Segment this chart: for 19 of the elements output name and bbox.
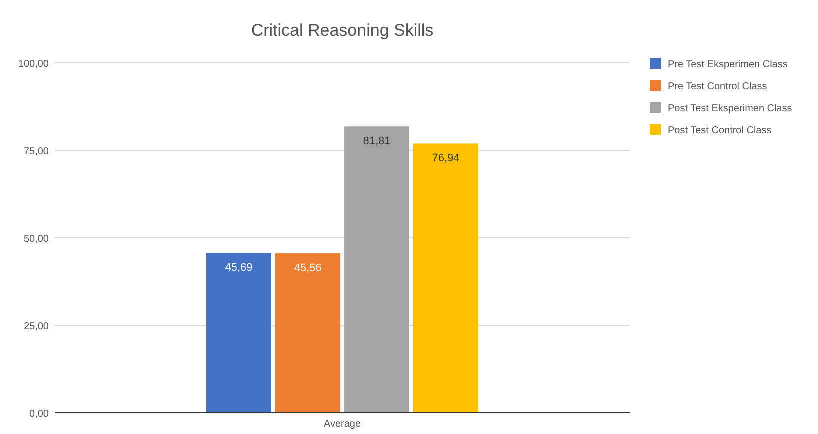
y-tick-label: 100,00 bbox=[18, 59, 50, 70]
legend-label: Post Test Eksperimen Class bbox=[668, 104, 792, 114]
bar bbox=[206, 253, 272, 413]
bar bbox=[414, 144, 478, 413]
y-tick-label: 0,00 bbox=[30, 409, 50, 420]
data-label: 76,94 bbox=[432, 152, 460, 165]
chart-title: Critical Reasoning Skills bbox=[251, 21, 434, 40]
bar bbox=[344, 126, 410, 413]
legend-label: Pre Test Eksperimen Class bbox=[668, 60, 788, 70]
data-label: 45,69 bbox=[225, 262, 253, 274]
data-label: 81,81 bbox=[363, 136, 391, 148]
bar bbox=[276, 254, 340, 413]
legend-label: Pre Test Control Class bbox=[668, 82, 768, 92]
y-tick-label: 75,00 bbox=[24, 146, 50, 158]
data-label: 45,56 bbox=[294, 262, 322, 275]
y-tick-label: 50,00 bbox=[24, 234, 50, 245]
legend-label: Post Test Control Class bbox=[668, 126, 772, 136]
y-tick-label: 25,00 bbox=[24, 322, 50, 332]
x-tick-label: Average bbox=[324, 419, 362, 430]
